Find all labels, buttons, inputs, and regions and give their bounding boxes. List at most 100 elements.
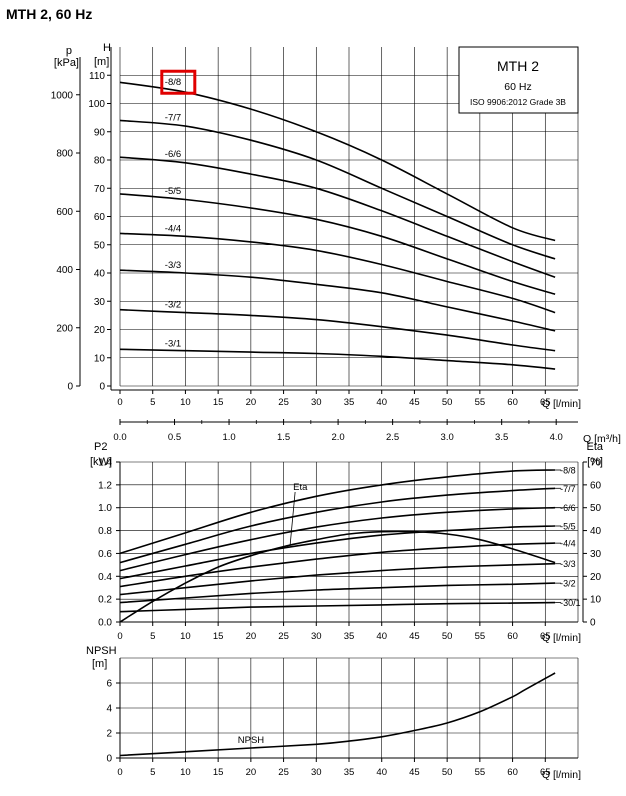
head-x-tick-label: 65 [540, 397, 551, 408]
flow-m3h-tick-label: 2.5 [386, 432, 399, 443]
eta-y-tick-label: 40 [590, 526, 602, 537]
eta-y-tick-label: 0 [590, 618, 596, 629]
npsh-y-tick-label: 4 [106, 704, 112, 715]
npsh-x-tick-label: 20 [246, 767, 257, 778]
legend-standard: ISO 9906:2012 Grade 3B [470, 97, 566, 107]
eta-y-tick-label: 70 [590, 458, 602, 469]
power-curve [119, 562, 556, 596]
head-h-tick-label: 60 [94, 212, 106, 223]
legend-pump-model: MTH 2 [497, 58, 539, 74]
power-x-tick-label: 10 [180, 631, 191, 642]
npsh-x-tick-label: 15 [213, 767, 224, 778]
head-x-tick-label: 45 [409, 397, 420, 408]
head-h-tick-label: 30 [94, 297, 106, 308]
npsh-x-tick-label: 65 [540, 767, 551, 778]
head-h-tick-label: 20 [94, 325, 106, 336]
npsh-x-tick-label: 30 [311, 767, 322, 778]
npsh-x-tick-label: 45 [409, 767, 420, 778]
head-kpa-axis-unit: [kPa] [54, 57, 79, 69]
legend-frequency: 60 Hz [504, 81, 531, 93]
power-y-tick-label: 0.0 [98, 618, 112, 629]
head-x-tick-label: 50 [442, 397, 453, 408]
npsh-x-tick-label: 50 [442, 767, 453, 778]
head-curve-label: -5/5 [165, 186, 181, 197]
power-y-tick-label: 0.4 [98, 572, 112, 583]
power-x-tick-label: 45 [409, 631, 420, 642]
power-x-tick-label: 55 [475, 631, 486, 642]
flow-m3h-tick-label: 1.0 [222, 432, 235, 443]
power-y-tick-label: 1.4 [98, 458, 112, 469]
head-curve-label: -6/6 [165, 149, 181, 160]
head-curve-label: -3/1 [165, 338, 181, 349]
head-x-tick-label: 40 [376, 397, 387, 408]
power-x-tick-label: 35 [344, 631, 355, 642]
power-curve [119, 506, 556, 572]
power-curve-label: -3/3 [560, 559, 576, 569]
head-h-tick-label: 50 [94, 240, 106, 251]
power-curve [119, 582, 556, 604]
head-x-tick-label: 35 [344, 397, 355, 408]
power-y-tick-label: 1.2 [98, 480, 112, 491]
head-kpa-tick-label: 1000 [51, 90, 74, 101]
head-h-tick-label: 110 [89, 71, 105, 82]
npsh-curve-label: NPSH [238, 735, 265, 746]
head-curve [119, 269, 556, 332]
npsh-x-tick-label: 25 [278, 767, 289, 778]
npsh-axis-unit: [m] [92, 658, 107, 670]
power-curve-label: -6/6 [560, 503, 576, 513]
flow-m3h-axis-title: Q [m³/h] [583, 433, 621, 445]
power-x-tick-label: 25 [278, 631, 289, 642]
power-y-tick-label: 0.2 [98, 595, 112, 606]
power-x-tick-label: 50 [442, 631, 453, 642]
head-x-tick-label: 55 [475, 397, 486, 408]
head-curve-label: -4/4 [165, 223, 181, 234]
npsh-x-tick-label: 60 [507, 767, 518, 778]
flow-m3h-tick-label: 0.0 [113, 432, 126, 443]
head-kpa-axis-title: p [66, 45, 72, 57]
power-x-axis-title: Q [l/min] [542, 632, 581, 644]
npsh-x-tick-label: 40 [376, 767, 387, 778]
npsh-x-axis-title: Q [l/min] [542, 769, 581, 781]
npsh-x-tick-label: 0 [117, 767, 122, 778]
power-x-tick-label: 40 [376, 631, 387, 642]
page-title: MTH 2, 60 Hz [6, 6, 93, 22]
npsh-axis-title: NPSH [86, 645, 117, 657]
head-kpa-tick-label: 200 [56, 323, 73, 334]
npsh-x-tick-label: 35 [344, 767, 355, 778]
power-axis-title: P2 [94, 441, 107, 453]
head-x-tick-label: 0 [117, 397, 122, 408]
npsh-x-tick-label: 5 [150, 767, 155, 778]
eta-axis-title: Eta [586, 441, 603, 453]
power-x-tick-label: 20 [246, 631, 257, 642]
power-y-tick-label: 0.6 [98, 549, 112, 560]
eta-leader [289, 491, 296, 546]
power-x-tick-label: 5 [150, 631, 155, 642]
eta-y-tick-label: 50 [590, 503, 602, 514]
head-curve-label: -3/2 [165, 300, 181, 311]
head-curve [119, 119, 556, 260]
npsh-y-tick-label: 2 [106, 729, 112, 740]
power-curve [119, 542, 556, 588]
eta-y-tick-label: 10 [590, 595, 602, 606]
head-curve [119, 193, 556, 295]
flow-m3h-tick-label: 3.5 [495, 432, 508, 443]
power-x-tick-label: 60 [507, 631, 518, 642]
power-curve-label: -8/8 [560, 466, 576, 476]
eta-y-tick-label: 20 [590, 572, 602, 583]
power-curve [119, 525, 556, 580]
power-curve-label: -3/2 [560, 579, 576, 589]
power-x-tick-label: 15 [213, 631, 224, 642]
head-x-tick-label: 5 [150, 397, 155, 408]
head-h-tick-label: 80 [94, 156, 106, 167]
power-curve [119, 469, 556, 555]
eta-y-tick-label: 60 [590, 480, 602, 491]
npsh-y-tick-label: 0 [106, 754, 112, 765]
highlight-box [160, 69, 197, 95]
power-x-tick-label: 65 [540, 631, 551, 642]
power-curve-label: -4/4 [560, 539, 576, 549]
eta-axis-unit: [%] [587, 456, 603, 468]
flow-m3h-tick-label: 0.5 [168, 432, 181, 443]
head-h-tick-label: 90 [94, 127, 106, 138]
head-kpa-tick-label: 0 [67, 382, 73, 393]
